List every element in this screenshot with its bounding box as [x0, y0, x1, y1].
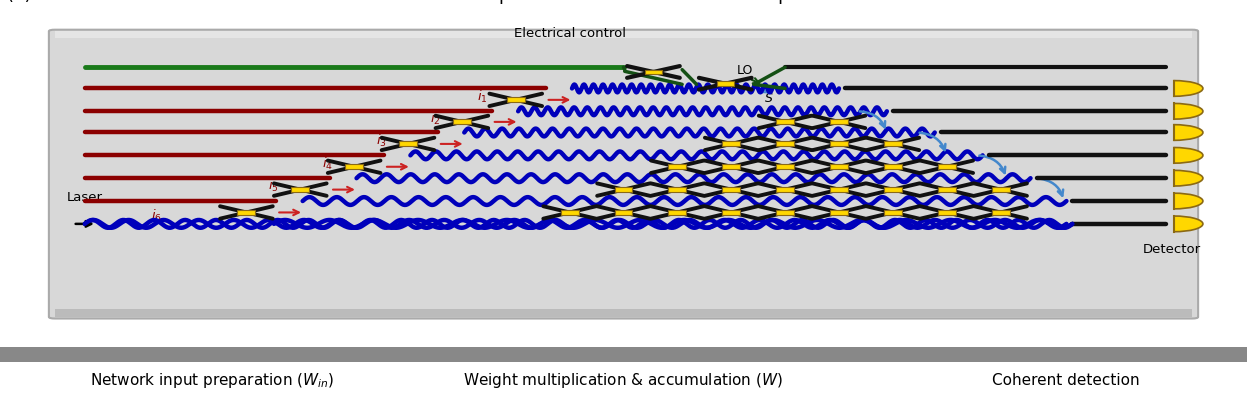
- Bar: [884, 187, 902, 192]
- Text: $i_4$: $i_4$: [322, 156, 333, 172]
- Wedge shape: [1175, 125, 1203, 140]
- Bar: [722, 164, 741, 169]
- Text: Complex-valued neural network chip: Complex-valued neural network chip: [458, 0, 789, 4]
- Bar: [345, 164, 363, 169]
- Bar: [776, 210, 794, 215]
- Bar: [615, 187, 632, 192]
- Bar: [776, 141, 794, 146]
- Wedge shape: [1175, 81, 1203, 96]
- Text: $i_3$: $i_3$: [375, 133, 387, 149]
- Text: $i_1$: $i_1$: [478, 88, 488, 105]
- Text: Detector: Detector: [1142, 244, 1201, 256]
- Bar: [884, 141, 902, 146]
- Wedge shape: [1175, 148, 1203, 163]
- Bar: [668, 187, 686, 192]
- Text: Weight multiplication & accumulation ($W$): Weight multiplication & accumulation ($W…: [464, 371, 783, 390]
- Bar: [453, 119, 471, 124]
- Bar: [831, 187, 848, 192]
- Wedge shape: [1175, 170, 1203, 186]
- Bar: [776, 164, 794, 169]
- Text: Electrical control: Electrical control: [514, 27, 626, 40]
- Bar: [561, 210, 579, 215]
- Bar: [831, 141, 848, 146]
- Text: $i_2$: $i_2$: [429, 111, 440, 127]
- Bar: [668, 210, 686, 215]
- Text: Laser: Laser: [67, 191, 102, 204]
- Bar: [668, 164, 686, 169]
- Bar: [776, 187, 794, 192]
- Bar: [938, 164, 955, 169]
- Bar: [722, 141, 741, 146]
- Bar: [237, 210, 256, 215]
- Bar: [506, 98, 525, 102]
- Bar: [884, 210, 902, 215]
- Text: Coherent detection: Coherent detection: [993, 373, 1140, 388]
- Polygon shape: [55, 31, 1192, 38]
- Wedge shape: [1175, 103, 1203, 119]
- Bar: [776, 119, 794, 124]
- Bar: [831, 210, 848, 215]
- FancyBboxPatch shape: [49, 30, 1198, 318]
- Bar: [399, 141, 416, 146]
- Bar: [991, 210, 1010, 215]
- Text: (b): (b): [7, 0, 32, 4]
- Bar: [645, 70, 662, 74]
- Wedge shape: [1175, 193, 1203, 209]
- Bar: [831, 164, 848, 169]
- Bar: [991, 187, 1010, 192]
- Bar: [615, 210, 632, 215]
- Wedge shape: [1175, 216, 1203, 232]
- Text: LO: LO: [737, 64, 753, 77]
- Bar: [722, 187, 741, 192]
- Text: $i_5$: $i_5$: [268, 178, 278, 194]
- Bar: [831, 119, 848, 124]
- Polygon shape: [55, 309, 1192, 317]
- Bar: [717, 82, 733, 86]
- Bar: [938, 210, 955, 215]
- Text: Network input preparation ($W_{in}$): Network input preparation ($W_{in}$): [90, 371, 334, 390]
- Text: $i_6$: $i_6$: [151, 208, 162, 224]
- Text: S: S: [764, 92, 773, 105]
- Bar: [292, 187, 309, 192]
- Bar: [722, 210, 741, 215]
- Bar: [938, 187, 955, 192]
- Bar: [884, 164, 902, 169]
